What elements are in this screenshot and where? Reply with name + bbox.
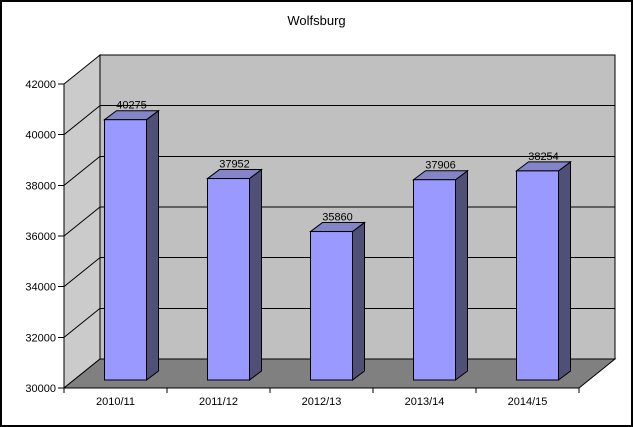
bar-group: 35860 [309,212,366,381]
x-category-label: 2014/15 [508,396,548,408]
sidewall-gridline [63,105,101,136]
y-tick-label: 30000 [25,383,56,395]
bar-group: 37952 [206,159,263,381]
y-tick-label: 38000 [25,180,56,192]
y-tick-label: 40000 [25,130,56,142]
bar-side-face [455,169,468,381]
sidewall-gridline [63,155,101,186]
bar-value-label: 35860 [322,212,353,224]
bar-value-label: 38254 [528,151,559,163]
y-tick-label: 36000 [25,231,56,243]
bar-front-face [413,179,456,381]
y-tick-label: 34000 [25,282,56,294]
y-tick-label: 42000 [25,79,56,91]
bar-front-face [207,178,250,381]
bar-side-face [558,160,571,381]
bar-value-label: 37906 [425,160,456,172]
bar-front-face [516,170,559,381]
bar-front-face [310,231,353,381]
sidewall-gridline [63,307,101,338]
bar-series: 40275 37952 35860 37906 38254 [103,100,572,381]
axes: 30000 32000 34000 36000 38000 40000 42000 2010/… [25,79,580,408]
chart-title: Wolfsburg [287,13,346,28]
bar-group: 37906 [412,160,469,381]
bar-side-face [146,109,159,381]
x-category-label: 2011/12 [199,396,238,408]
y-tick-label: 32000 [25,332,56,344]
sidewall-gridline [63,257,101,288]
bar-group: 40275 [103,100,160,381]
x-category-label: 2012/13 [302,396,342,408]
bar-front-face [104,119,147,381]
x-category-label: 2013/14 [405,396,445,408]
bar-value-label: 40275 [116,100,147,112]
bar-group: 38254 [515,151,572,381]
bar-side-face [249,168,262,381]
sidewall-gridline [63,206,101,237]
bar-value-label: 37952 [219,159,250,171]
x-category-label: 2010/11 [96,396,135,408]
bar-side-face [352,221,365,381]
